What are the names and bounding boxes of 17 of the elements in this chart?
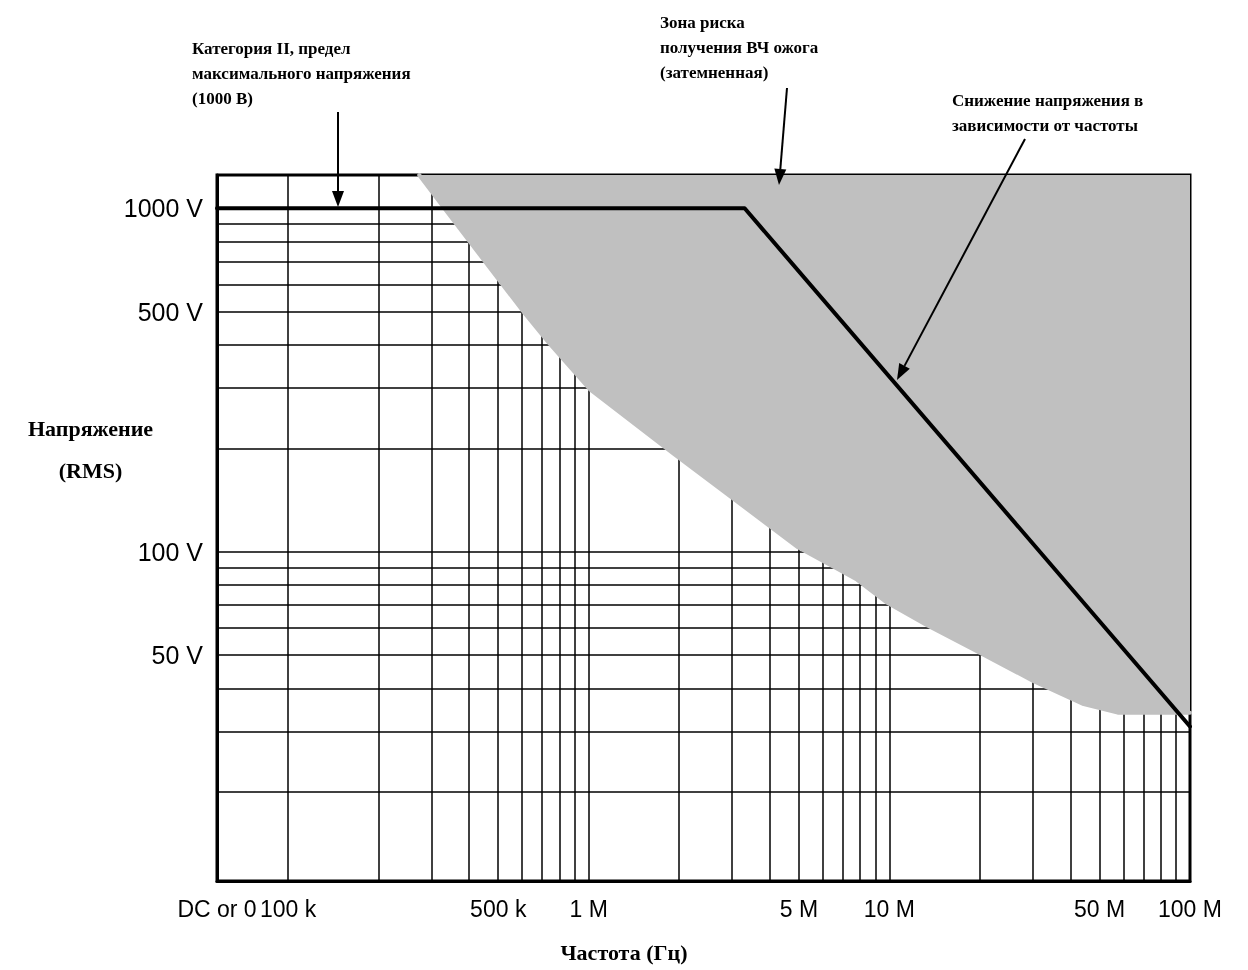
y-tick-label: 500 V <box>137 297 204 326</box>
text: Снижение напряжения в зависимости от частоты <box>952 90 1145 137</box>
x-tick-label: 100 k <box>259 895 317 922</box>
text: Категория II, предел максимального напряжения (1000 В) <box>192 38 412 110</box>
y-tick-label: 50 V <box>151 641 204 670</box>
x-tick-label: 500 k <box>470 895 527 922</box>
x-axis-title: Частота (Гц) <box>559 940 689 966</box>
x-tick-label: 50 M <box>1073 895 1126 922</box>
x-tick-label: 5 M <box>779 895 819 922</box>
x-tick-label: 1 M <box>569 895 608 922</box>
x-tick-label: DC or 0 <box>177 895 257 922</box>
x-tick-label: 10 M <box>863 895 915 922</box>
y-axis-title: Напряжение (RMS) <box>26 415 155 485</box>
text: Зона риска получения ВЧ ожога (затемненная) <box>660 12 820 84</box>
y-tick-label: 1000 V <box>123 194 204 223</box>
x-tick-label: 100 M <box>1158 895 1222 922</box>
y-tick-label: 100 V <box>137 537 204 566</box>
